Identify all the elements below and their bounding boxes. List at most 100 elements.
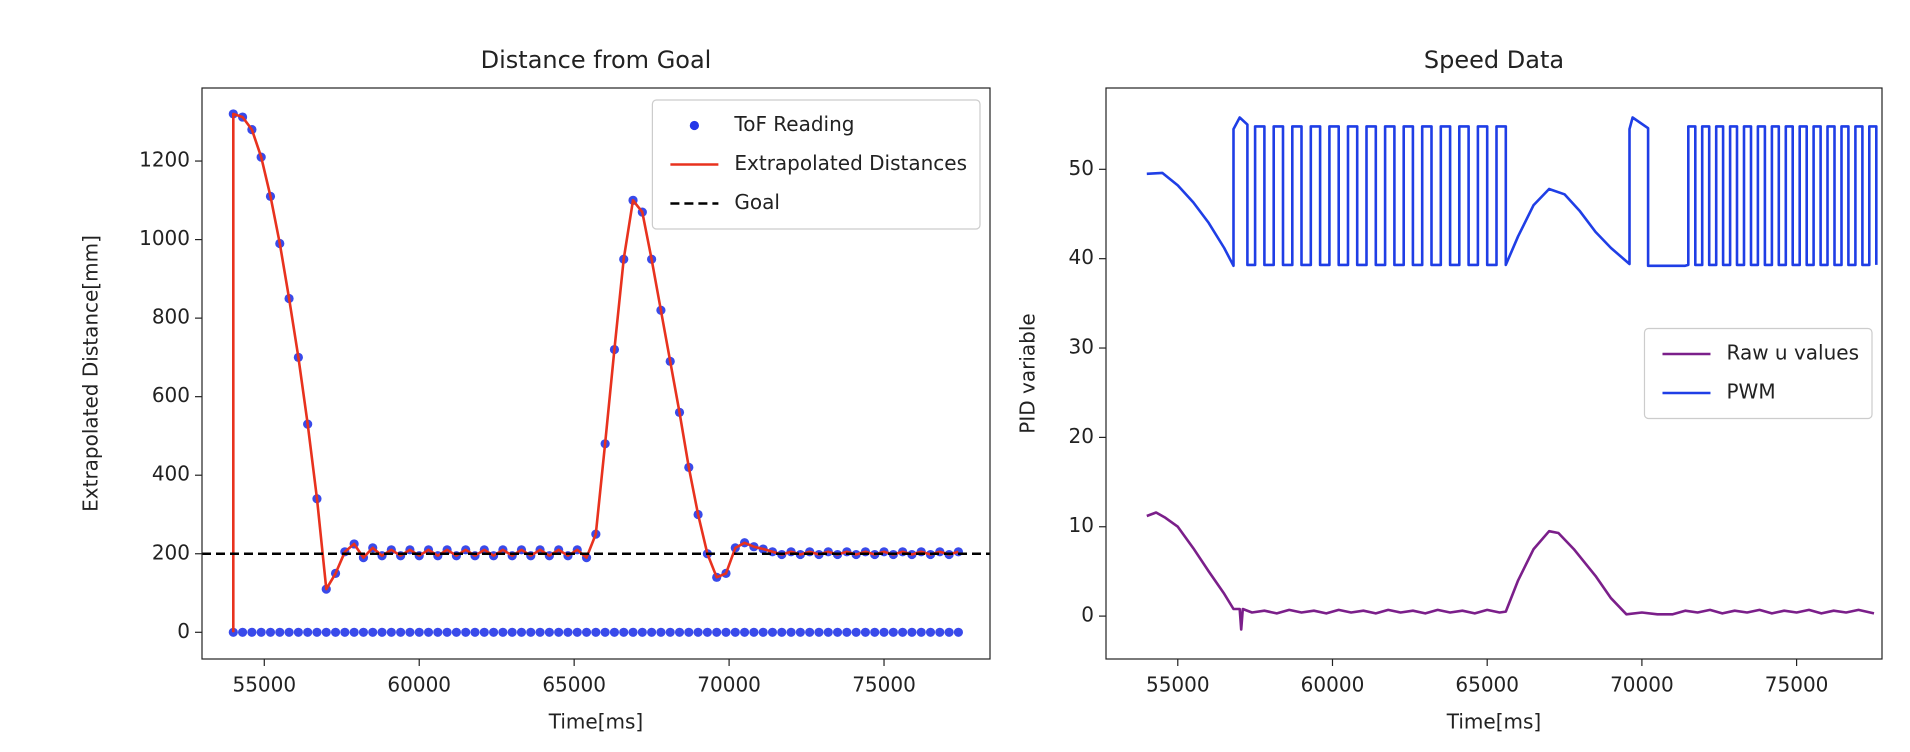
chart: Distance from Goal Time[ms] Extrapolated D…	[79, 46, 991, 734]
data-line	[1146, 511, 1875, 631]
data-point	[256, 627, 266, 637]
legend-label: Extrapolated Distances	[734, 151, 967, 175]
data-point	[526, 627, 536, 637]
data-point	[293, 627, 303, 637]
data-point	[879, 627, 889, 637]
y-tick-label: 0	[177, 619, 190, 643]
y-tick-label: 800	[152, 305, 190, 329]
x-tick-label: 75000	[1765, 673, 1829, 697]
legend-label: PWM	[1726, 380, 1775, 404]
data-point	[563, 627, 573, 637]
data-point	[953, 627, 963, 637]
data-point	[247, 627, 257, 637]
data-point	[581, 627, 592, 637]
x-tick-label: 55000	[232, 673, 296, 697]
data-point	[461, 627, 471, 637]
data-point	[656, 627, 666, 637]
data-point	[516, 627, 527, 637]
data-point	[907, 627, 917, 637]
chart-title: Distance from Goal	[481, 46, 712, 74]
data-point	[600, 627, 610, 637]
data-point	[805, 627, 815, 637]
data-point	[442, 627, 452, 637]
data-point	[591, 627, 601, 637]
axes-frame	[1105, 87, 1883, 660]
data-point	[935, 627, 945, 637]
data-point	[898, 627, 908, 637]
data-line	[1146, 116, 1878, 268]
data-point	[368, 627, 378, 637]
data-point	[275, 627, 285, 637]
x-axis-label: Time[ms]	[548, 710, 643, 734]
data-point	[767, 627, 778, 637]
chart: Speed Data Time[ms] PID variable 55000 60000…	[1016, 46, 1883, 734]
y-tick-label: 20	[1069, 424, 1094, 448]
x-axis-label: Time[ms]	[1446, 710, 1541, 734]
legend-label: Raw u values	[1726, 341, 1859, 365]
x-tick-label: 65000	[1455, 673, 1519, 697]
data-point	[330, 627, 341, 637]
y-tick-label: 40	[1069, 245, 1094, 269]
data-point	[870, 627, 880, 637]
legend-label: Goal	[734, 190, 780, 214]
data-point	[823, 627, 833, 637]
chart-title: Speed Data	[1424, 46, 1564, 74]
y-tick-label: 30	[1069, 335, 1094, 359]
data-point	[535, 627, 545, 637]
data-point	[944, 627, 954, 637]
plot-area	[1146, 116, 1878, 631]
y-tick-label: 0	[1081, 603, 1094, 627]
data-point	[730, 627, 740, 637]
data-point	[777, 627, 787, 637]
data-point	[814, 627, 824, 637]
data-point	[739, 627, 750, 637]
data-point	[470, 627, 480, 637]
data-point	[786, 627, 796, 637]
y-tick-label: 1200	[139, 148, 190, 172]
data-point	[842, 627, 852, 637]
data-point	[265, 627, 276, 637]
data-point	[888, 627, 898, 637]
data-point	[377, 627, 387, 637]
data-point	[303, 627, 313, 637]
x-tick-label: 70000	[1610, 673, 1674, 697]
x-tick-label: 55000	[1146, 673, 1210, 697]
y-axis-label: PID variable	[1016, 313, 1040, 433]
y-tick-label: 400	[152, 462, 190, 486]
data-point	[544, 627, 554, 637]
y-axis-label: Extrapolated Distance[mm]	[79, 235, 103, 512]
axes-frame	[201, 87, 991, 660]
y-tick-label: 10	[1069, 513, 1094, 537]
x-tick-label: 65000	[542, 673, 606, 697]
data-point	[619, 627, 629, 637]
data-point	[358, 627, 369, 637]
data-point	[488, 627, 499, 637]
plot-area	[202, 109, 990, 637]
data-point	[284, 627, 294, 637]
data-point	[684, 627, 694, 637]
data-point	[423, 627, 434, 637]
legend-box	[651, 99, 981, 230]
legend-box	[1643, 327, 1873, 420]
data-point	[405, 627, 415, 637]
data-point	[312, 627, 322, 637]
data-point	[507, 627, 517, 637]
y-tick-label: 50	[1069, 156, 1094, 180]
data-point	[860, 627, 871, 637]
data-point	[451, 627, 462, 637]
legend: Raw u values PWM	[1643, 327, 1873, 420]
data-point	[916, 627, 926, 637]
data-point	[479, 627, 489, 637]
x-tick-label: 60000	[387, 673, 451, 697]
data-point	[554, 627, 564, 637]
data-point	[609, 627, 620, 637]
data-point	[665, 627, 675, 637]
x-tick-label: 70000	[697, 673, 761, 697]
data-point	[749, 627, 759, 637]
data-point	[321, 627, 331, 637]
y-tick-label: 600	[152, 383, 190, 407]
data-point	[396, 627, 406, 637]
x-tick-label: 60000	[1301, 673, 1365, 697]
